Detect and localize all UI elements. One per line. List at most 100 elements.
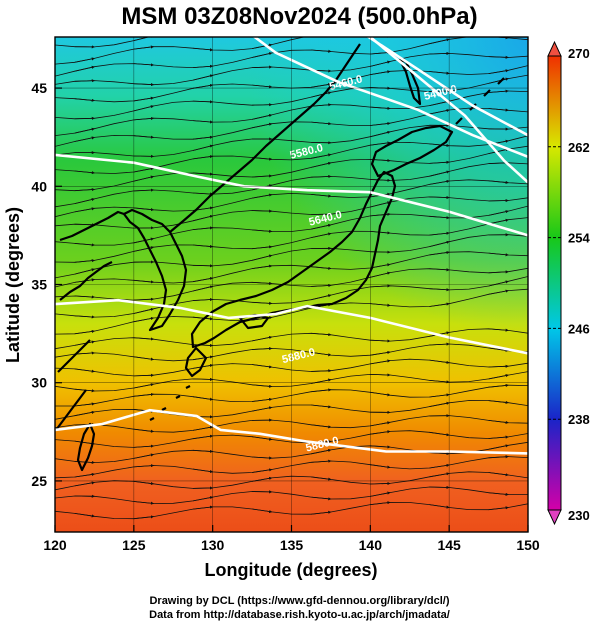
streamline-arrow (133, 175, 155, 182)
streamline-arrow (252, 468, 273, 473)
streamline-arrow (429, 504, 450, 509)
streamline-arrow (370, 391, 391, 397)
streamline-arrow (252, 436, 273, 441)
streamline-arrow (488, 77, 509, 84)
streamline-arrow (311, 510, 332, 515)
streamline-arrow (488, 419, 509, 425)
streamline-arrow (252, 84, 273, 89)
streamline-arrow (429, 160, 450, 164)
streamline-arrow (429, 89, 450, 93)
streamline-arrow (74, 512, 95, 518)
y-axis-ticks: 25 30 35 40 45 (31, 80, 62, 489)
streamline-arrow (370, 212, 391, 217)
streamline-arrow (429, 51, 450, 56)
streamline-arrow (429, 71, 450, 75)
streamline-arrow (488, 472, 509, 477)
streamline-arrow (133, 167, 155, 173)
credit-drawing: Drawing by DCL (https://www.gfd-dennou.o… (149, 595, 450, 607)
streamline-arrow (429, 393, 450, 398)
streamline-arrow (370, 501, 391, 505)
streamline-arrow (133, 37, 155, 41)
streamline-arrow (192, 468, 214, 474)
streamline-arrow (74, 188, 95, 192)
streamline-arrow (370, 284, 391, 288)
streamline-arrow (74, 207, 95, 213)
streamline-arrow (74, 402, 95, 407)
streamline-arrow (133, 63, 155, 67)
streamline-arrow (370, 350, 391, 356)
streamline-arrow (311, 91, 332, 98)
colorbar-ticks: 270 262 254 246 238 230 (548, 46, 590, 523)
streamline-arrow (133, 188, 155, 192)
streamline-arrow (74, 368, 95, 373)
colorbar-body (547, 55, 562, 511)
streamline-arrow (192, 192, 214, 196)
streamline-arrow (192, 100, 214, 104)
streamline-arrow (311, 22, 331, 27)
streamline-arrow (252, 508, 273, 514)
y-tick-label-1: 30 (31, 375, 47, 391)
colorbar-tick-label-4: 238 (568, 412, 590, 427)
streamline-arrow (133, 237, 155, 244)
streamline-arrow (74, 223, 95, 227)
streamline-arrow (429, 472, 450, 478)
contour-5460-0-2 (252, 37, 528, 159)
streamline-arrow (133, 135, 155, 139)
streamline-arrow (370, 373, 391, 377)
streamline-arrow (252, 245, 273, 250)
streamline-arrow (311, 404, 332, 409)
streamline-arrow (133, 383, 155, 389)
streamline-arrow (370, 70, 391, 75)
streamline-arrow (488, 400, 509, 404)
streamline-arrow (74, 351, 95, 355)
streamline-arrow (429, 288, 450, 292)
streamline-arrow (311, 459, 332, 463)
colorbar-top-arrow (547, 40, 562, 57)
streamline-arrow (370, 106, 391, 110)
streamline-arrow (429, 143, 450, 148)
streamline-arrow (192, 396, 214, 401)
contour-5580-0-3 (55, 153, 528, 237)
x-tick-label-1: 125 (122, 537, 146, 553)
streamline-arrow (488, 492, 509, 496)
y-axis-label: Latitude (degrees) (3, 207, 23, 363)
streamline-arrow (489, 19, 509, 21)
streamline-arrow (311, 33, 331, 35)
streamline-arrow (311, 476, 332, 481)
streamline-arrow (251, 52, 273, 58)
streamline-arrow (133, 337, 155, 341)
streamline-arrow (252, 456, 273, 460)
grid-lines (55, 37, 528, 532)
contour-5700-0-4 (55, 298, 528, 355)
streamline-arrow (192, 449, 214, 453)
streamline-arrow (488, 69, 509, 74)
streamline-arrow (370, 339, 391, 343)
streamline-arrow (370, 60, 391, 67)
streamline-arrow (370, 464, 391, 469)
colorbar-tick-label-5: 230 (568, 508, 590, 523)
streamline-arrow (192, 505, 214, 510)
streamline-arrow (192, 264, 214, 268)
streamline-arrow (133, 392, 155, 397)
streamline-arrow (370, 271, 391, 278)
streamline-arrow (74, 170, 95, 175)
x-tick-label-4: 140 (359, 537, 383, 553)
streamline-arrow (252, 264, 273, 270)
streamline-arrow (192, 276, 214, 283)
streamline-arrow (252, 122, 273, 129)
streamline-arrow (133, 45, 155, 50)
streamline-arrow (488, 180, 509, 185)
streamline-arrow (251, 254, 273, 261)
streamline-arrow (311, 266, 332, 270)
streamline-arrow (192, 316, 214, 321)
streamline-arrow (311, 82, 332, 88)
streamline-arrow (133, 105, 155, 112)
streamline-arrow (429, 108, 450, 115)
credit-data: Data from http://database.rish.kyoto-u.a… (149, 609, 450, 621)
streamline-arrow (311, 153, 332, 159)
streamline-arrow (489, 8, 509, 13)
streamline-arrow (370, 491, 391, 497)
streamline-arrow (429, 379, 450, 384)
streamline-arrow (370, 481, 391, 486)
colorbar: 270 262 254 246 238 230 (547, 40, 590, 526)
